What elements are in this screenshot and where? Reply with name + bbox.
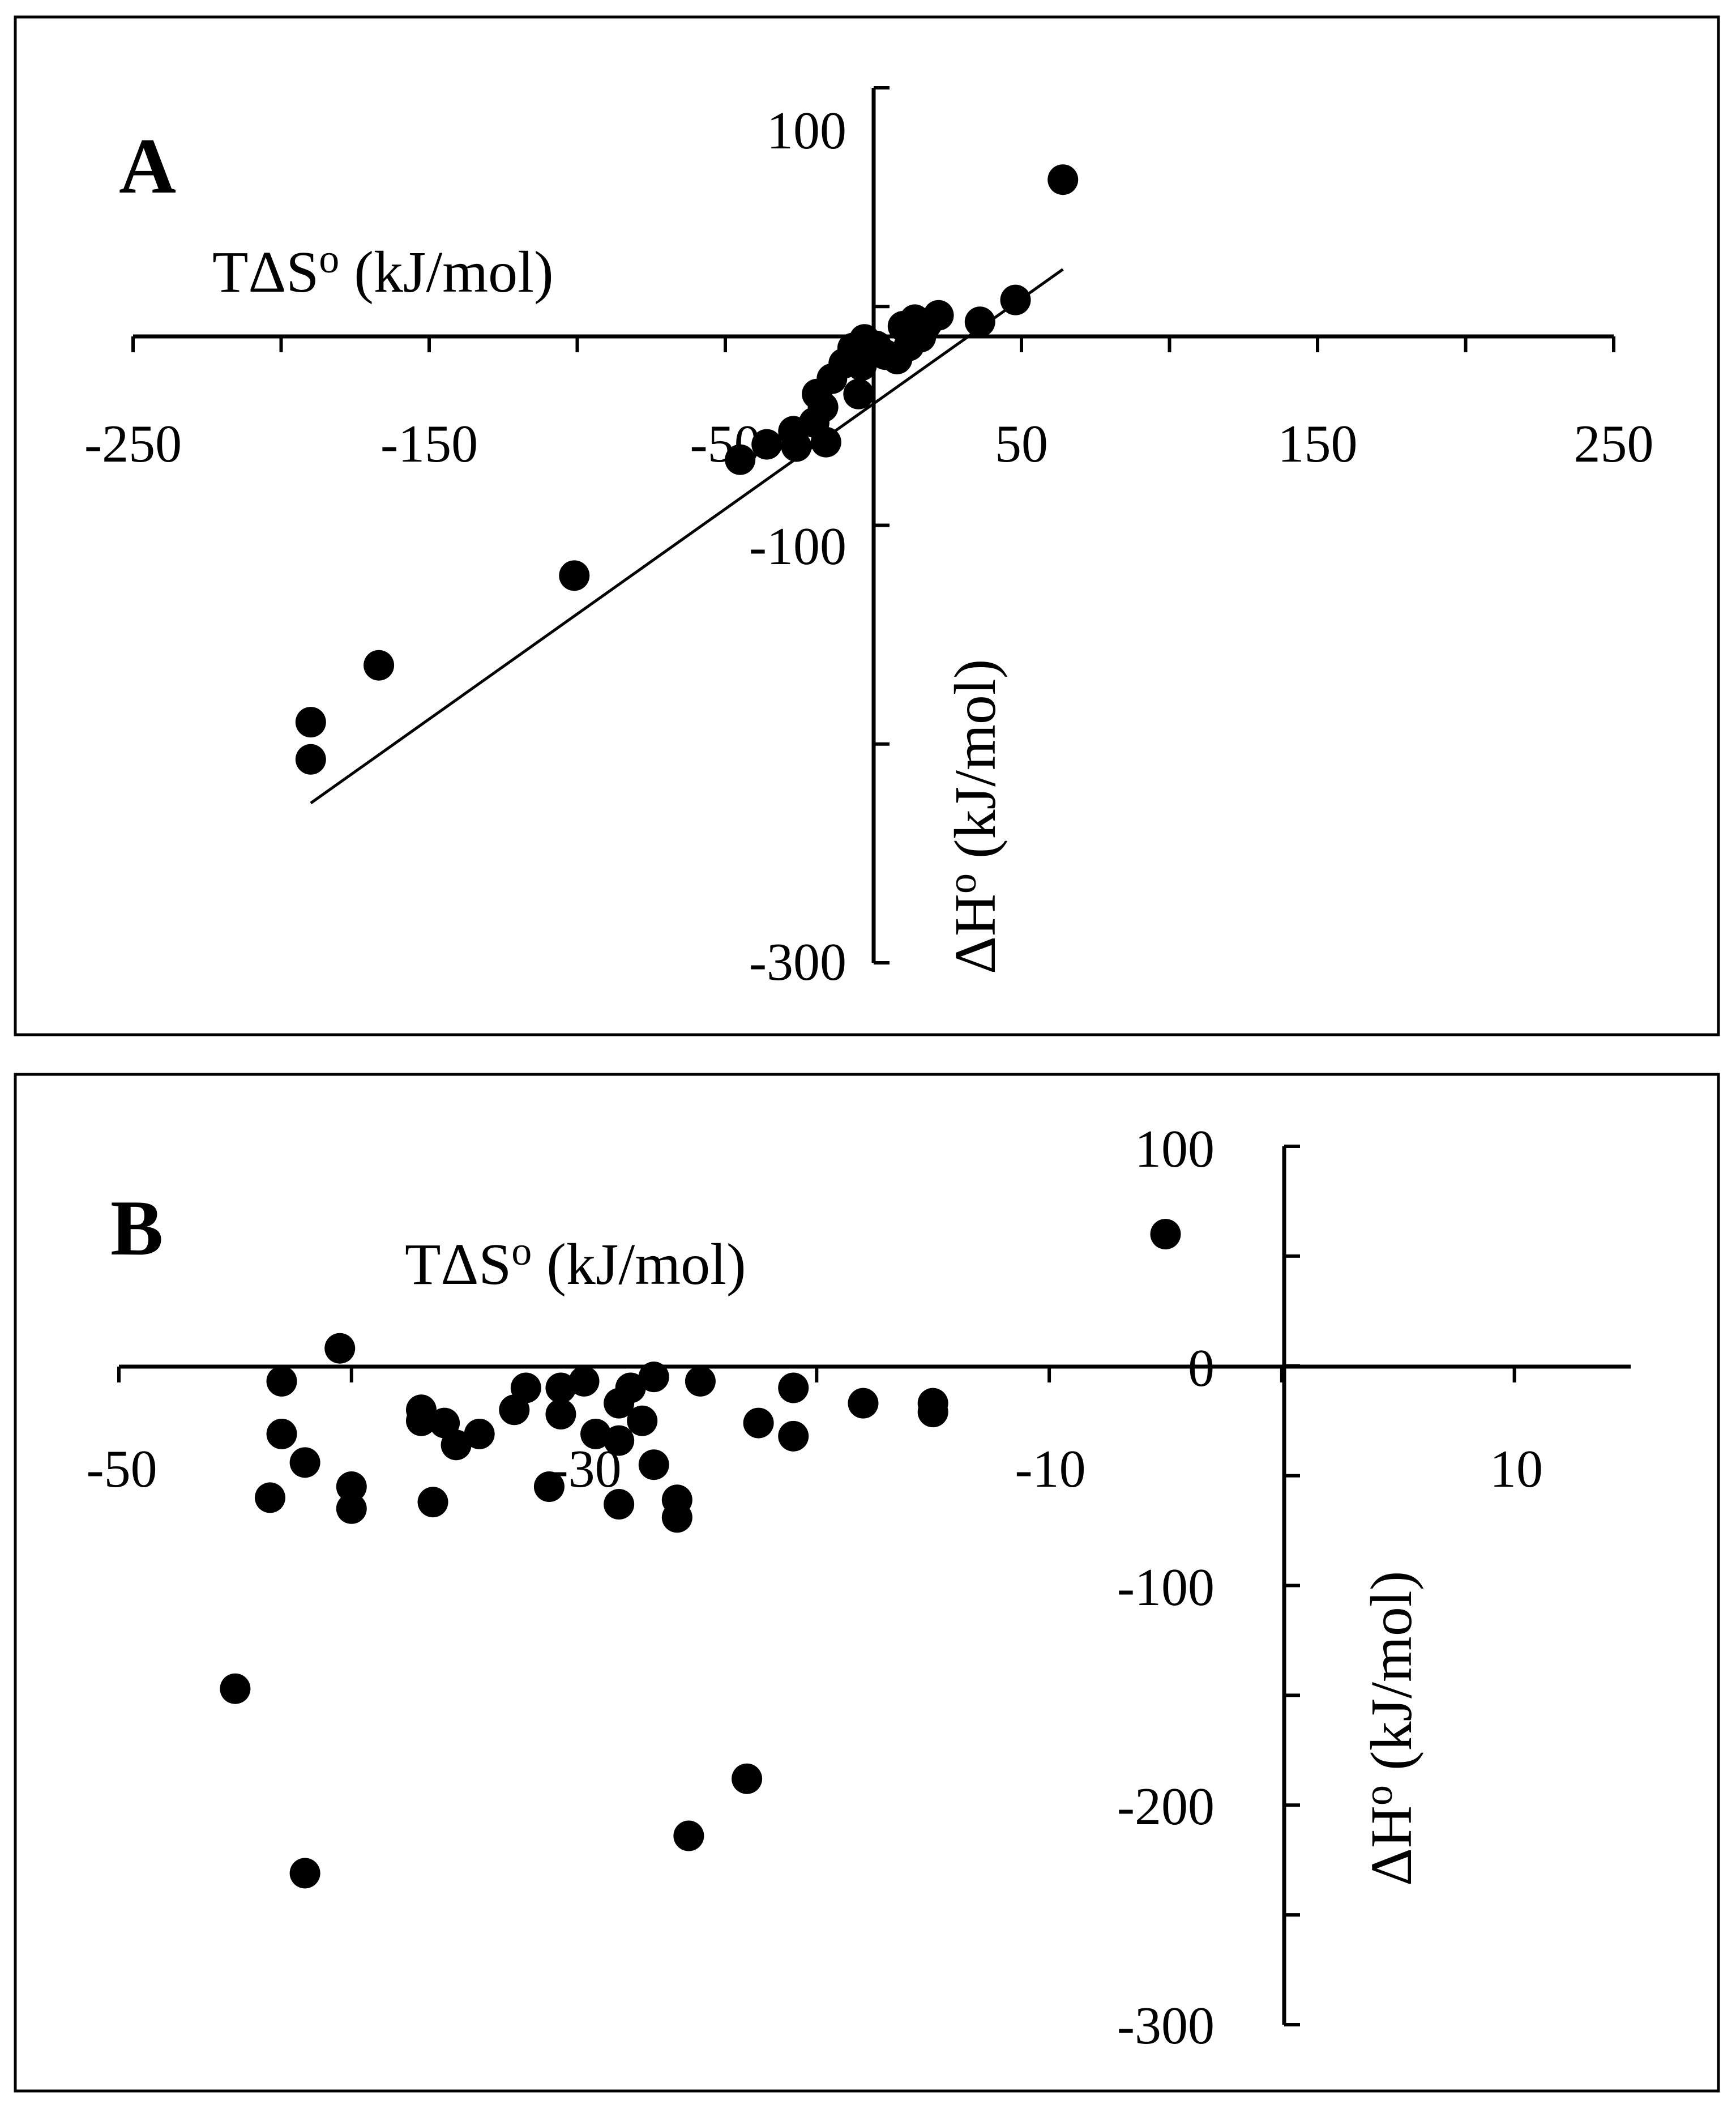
panel-b-data-point	[848, 1388, 879, 1419]
panel-a-y-tick-label: -300	[749, 933, 846, 992]
panel-b-data-point	[417, 1487, 448, 1518]
panel-b-data-point	[568, 1365, 600, 1397]
panel-b-data-point	[499, 1394, 530, 1426]
panel-b-data-point	[685, 1365, 716, 1397]
panel-b-x-tick-label: 10	[1490, 1440, 1543, 1499]
panel-b-y-tick-label: -200	[1117, 1777, 1215, 1836]
panel-b-data-point	[638, 1449, 669, 1480]
panel-a-data-point	[1047, 164, 1079, 195]
panel-b-data-point	[266, 1418, 297, 1449]
panel-b-data-point	[545, 1399, 576, 1430]
panel-b-data-point	[917, 1397, 948, 1428]
panel-b-data-point	[533, 1471, 565, 1503]
panel-a-data-point	[843, 378, 874, 409]
panel-b-data-point	[638, 1362, 669, 1393]
panel-b-y-ticks	[1284, 1145, 1300, 2026]
panel-b-data-point	[661, 1502, 692, 1533]
panel-a-letter: A	[119, 122, 176, 210]
panel-b-y-tick-label: -100	[1117, 1558, 1215, 1617]
panel-b-data-point	[336, 1471, 367, 1503]
panel-b-data-point	[1150, 1219, 1181, 1250]
panel-a-frame	[14, 15, 1720, 1036]
panel-a-x-tick-label: -250	[84, 415, 182, 473]
panel-b-data-point	[604, 1489, 635, 1520]
panel-a-y-tick-label: -100	[749, 517, 846, 576]
panel-b-data-point	[778, 1372, 809, 1403]
panel-a-data-point	[559, 560, 590, 591]
panel-b-data-point	[743, 1407, 774, 1439]
panel-a-x-tick-label: 250	[1574, 415, 1654, 473]
panel-b-data-point	[406, 1405, 437, 1436]
panel-a-x-tick-label: 50	[995, 415, 1048, 473]
panel-b-data-point	[324, 1333, 356, 1364]
panel-b-y-tick-label: 0	[1188, 1339, 1215, 1398]
panel-b-data-point	[778, 1420, 809, 1452]
panel-b-points	[220, 1219, 1181, 1889]
panel-b-data-point	[627, 1405, 658, 1436]
panel-b-data-point	[266, 1365, 297, 1397]
panel-a: A -250 -150 -50 50 150 250 100 -100 -300…	[14, 15, 1720, 1036]
panel-b-data-point	[604, 1425, 635, 1456]
panel-b-x-tick-label: -50	[86, 1440, 157, 1499]
panel-a-x-axis-title: TΔSo (kJ/mol)	[212, 236, 554, 305]
panel-b-y-tick-label: -300	[1117, 1996, 1215, 2055]
panel-a-data-point	[1000, 284, 1031, 315]
panel-b-data-point	[289, 1858, 320, 1889]
panel-b-data-point	[464, 1418, 495, 1449]
panel-b-x-axis-title: TΔSo (kJ/mol)	[405, 1228, 746, 1297]
panel-b-data-point	[220, 1673, 251, 1704]
panel-b-x-tick-label: -10	[1015, 1440, 1085, 1499]
panel-a-data-point	[295, 744, 326, 775]
panel-b-letter: B	[110, 1184, 163, 1272]
panel-b-y-axis-title: ΔHo (kJ/mol)	[1356, 1571, 1424, 1886]
panel-b-y-tick-label: 100	[1135, 1120, 1215, 1179]
panel-b-data-point	[604, 1388, 635, 1419]
panel-b: B -50 -30 -10 10 100 0 -100 -200 -300 TΔ…	[14, 1073, 1720, 2093]
panel-b-data-point	[289, 1447, 320, 1478]
panel-a-data-point	[964, 306, 995, 338]
panel-a-trendline	[310, 268, 1064, 805]
panel-b-data-point	[732, 1763, 763, 1794]
panel-a-y-tick-label: 100	[767, 101, 846, 160]
panel-a-points	[295, 164, 1079, 775]
panel-b-data-point	[545, 1372, 576, 1403]
panel-a-y-ticks	[874, 86, 890, 964]
panel-b-data-point	[441, 1429, 472, 1461]
panel-b-data-point	[255, 1482, 285, 1513]
panel-a-data-point	[295, 707, 326, 738]
panel-b-data-point	[580, 1418, 612, 1449]
panel-b-data-point	[336, 1493, 367, 1524]
panel-a-data-point	[751, 429, 783, 460]
panel-a-data-point	[810, 426, 841, 458]
panel-a-x-ticks	[131, 336, 1615, 352]
panel-a-data-point	[781, 431, 812, 462]
panel-a-data-point	[364, 650, 395, 681]
panel-a-data-point	[725, 444, 756, 475]
panel-a-y-axis-title: ΔHo (kJ/mol)	[939, 659, 1008, 974]
panel-b-data-point	[673, 1820, 704, 1851]
panel-a-x-tick-label: -150	[380, 415, 478, 473]
panel-b-frame	[14, 1073, 1720, 2093]
panel-a-x-tick-label: 150	[1278, 415, 1358, 473]
